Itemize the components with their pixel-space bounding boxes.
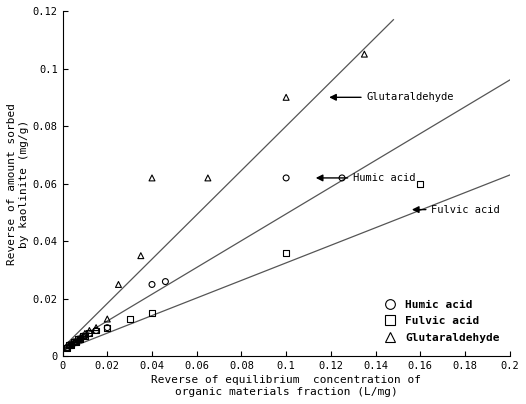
X-axis label: Reverse of equilibrium  concentration of
organic materials fraction (L/mg): Reverse of equilibrium concentration of … bbox=[151, 375, 421, 397]
Legend: Humic acid, Fulvic acid, Glutaraldehyde: Humic acid, Fulvic acid, Glutaraldehyde bbox=[374, 295, 504, 347]
Text: Glutaraldehyde: Glutaraldehyde bbox=[331, 93, 454, 102]
Point bbox=[67, 342, 76, 348]
Point bbox=[85, 330, 94, 337]
Point bbox=[282, 175, 290, 181]
Point bbox=[65, 342, 74, 348]
Point bbox=[69, 339, 78, 345]
Point bbox=[103, 324, 112, 331]
Point bbox=[103, 324, 112, 331]
Point bbox=[76, 336, 85, 342]
Point bbox=[137, 252, 145, 259]
Point bbox=[85, 327, 94, 334]
Point bbox=[338, 175, 346, 181]
Point bbox=[161, 278, 169, 285]
Point bbox=[69, 339, 78, 345]
Point bbox=[78, 333, 87, 339]
Point bbox=[148, 310, 156, 316]
Point bbox=[92, 324, 100, 331]
Text: Humic acid: Humic acid bbox=[317, 173, 416, 183]
Point bbox=[80, 333, 89, 339]
Point bbox=[360, 51, 369, 57]
Point bbox=[282, 250, 290, 256]
Point bbox=[148, 281, 156, 288]
Point bbox=[67, 342, 76, 348]
Point bbox=[282, 94, 290, 101]
Point bbox=[80, 333, 89, 339]
Point bbox=[78, 333, 87, 339]
Point bbox=[72, 339, 80, 345]
Point bbox=[74, 336, 83, 342]
Point bbox=[63, 345, 71, 351]
Point bbox=[65, 342, 74, 348]
Point bbox=[76, 336, 85, 342]
Point bbox=[125, 316, 134, 322]
Point bbox=[76, 336, 85, 342]
Point bbox=[92, 327, 100, 334]
Point bbox=[80, 330, 89, 337]
Point bbox=[65, 342, 74, 348]
Point bbox=[204, 175, 212, 181]
Point bbox=[63, 345, 71, 351]
Point bbox=[72, 339, 80, 345]
Point bbox=[103, 316, 112, 322]
Point bbox=[69, 339, 78, 345]
Text: Fulvic acid: Fulvic acid bbox=[413, 204, 500, 215]
Point bbox=[114, 281, 123, 288]
Y-axis label: Reverse of amount sorbed
by kaolinite (mg/g): Reverse of amount sorbed by kaolinite (m… bbox=[7, 103, 28, 265]
Point bbox=[78, 333, 87, 339]
Point bbox=[148, 175, 156, 181]
Point bbox=[74, 336, 83, 342]
Point bbox=[85, 330, 94, 337]
Point bbox=[63, 345, 71, 351]
Point bbox=[72, 339, 80, 345]
Point bbox=[416, 181, 424, 187]
Point bbox=[67, 342, 76, 348]
Point bbox=[74, 336, 83, 342]
Point bbox=[92, 327, 100, 334]
